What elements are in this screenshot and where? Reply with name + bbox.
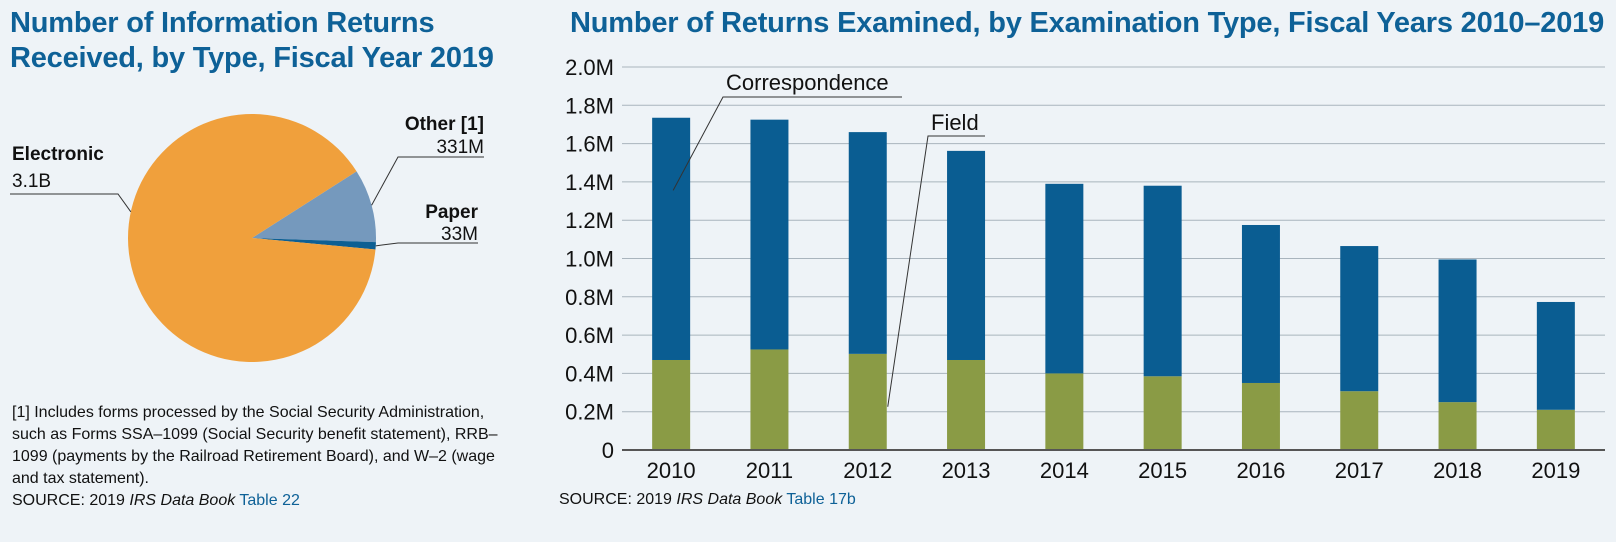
bar-field-2011 (750, 349, 789, 450)
bar-field-2017 (1340, 391, 1379, 450)
pie-footnote: [1] Includes forms processed by the Soci… (12, 404, 498, 487)
pie-source-link[interactable]: Table 22 (239, 492, 300, 509)
bar-source-link[interactable]: Table 17b (786, 491, 856, 508)
pie-leader-other (371, 156, 484, 206)
pie-value-other: 331M (436, 137, 484, 158)
bar-source-prefix: SOURCE: 2019 (559, 491, 677, 508)
pie-label-electronic: Electronic (12, 144, 104, 165)
pie-source-book: IRS Data Book (129, 492, 236, 509)
bar-correspondence-2018 (1438, 259, 1477, 403)
bar-field-2016 (1241, 382, 1280, 450)
bar-field-2010 (652, 359, 691, 450)
x-tick-label: 2012 (843, 458, 892, 483)
x-tick-label: 2014 (1040, 458, 1089, 483)
annotation-leader-field (887, 135, 985, 407)
pie-value-paper: 33M (441, 224, 478, 245)
pie-footnote-block: [1] Includes forms processed by the Soci… (12, 402, 512, 512)
pie-value-electronic: 3.1B (12, 171, 51, 192)
x-tick-label: 2011 (746, 458, 793, 483)
pie-slice-other (252, 171, 376, 243)
y-tick-label: 1.8M (565, 93, 614, 118)
y-tick-label: 0.2M (565, 400, 614, 425)
y-tick-label: 0.6M (565, 323, 614, 348)
y-tick-label: 0.8M (565, 285, 614, 310)
y-tick-label: 1.6M (565, 132, 614, 157)
x-tick-label: 2017 (1335, 458, 1384, 483)
pie-label-paper: Paper (425, 202, 478, 223)
bar-source: SOURCE: 2019 IRS Data Book Table 17b (559, 491, 856, 509)
bar-field-2019 (1536, 409, 1575, 450)
bar-source-book: IRS Data Book (676, 491, 783, 508)
bar-field-2014 (1045, 373, 1084, 450)
bar-field-2012 (848, 353, 887, 450)
pie-source-prefix: SOURCE: 2019 (12, 492, 130, 509)
bar-field-2015 (1143, 376, 1182, 450)
bar-correspondence-2013 (947, 150, 986, 360)
bar-correspondence-2012 (848, 132, 887, 354)
bar-correspondence-2016 (1241, 224, 1280, 383)
bar-field-2013 (947, 359, 986, 450)
pie-leader-paper (375, 242, 478, 247)
pie-slice-electronic (128, 113, 376, 362)
x-tick-label: 2019 (1531, 458, 1580, 483)
y-tick-label: 1.2M (565, 208, 614, 233)
y-tick-label: 0.4M (565, 361, 614, 386)
bar-correspondence-2019 (1536, 301, 1575, 410)
y-tick-label: 1.0M (565, 247, 614, 272)
y-tick-label: 0 (602, 438, 614, 463)
pie-slice-paper (252, 238, 376, 250)
x-tick-label: 2010 (647, 458, 696, 483)
x-tick-label: 2013 (942, 458, 991, 483)
bar-correspondence-2017 (1340, 246, 1379, 392)
x-tick-label: 2015 (1138, 458, 1187, 483)
pie-label-other: Other [1] (405, 114, 484, 135)
x-tick-label: 2016 (1236, 458, 1285, 483)
annotation-leader-correspondence (672, 96, 902, 191)
bar-chart-title: Number of Returns Examined, by Examinati… (570, 7, 1605, 39)
y-tick-label: 1.4M (565, 170, 614, 195)
pie-source: SOURCE: 2019 IRS Data Book Table 22 (12, 490, 512, 512)
x-tick-label: 2018 (1433, 458, 1482, 483)
annotation-correspondence: Correspondence (726, 70, 889, 95)
pie-chart-title: Number of Information Returns Received, … (10, 7, 494, 74)
bar-correspondence-2014 (1045, 183, 1084, 374)
annotation-field: Field (931, 110, 979, 135)
bar-field-2018 (1438, 402, 1477, 450)
bar-correspondence-2011 (750, 119, 789, 350)
bar-correspondence-2015 (1143, 185, 1182, 377)
pie-leader-electronic (10, 193, 132, 213)
bar-correspondence-2010 (652, 117, 691, 360)
y-tick-label: 2.0M (565, 55, 614, 80)
